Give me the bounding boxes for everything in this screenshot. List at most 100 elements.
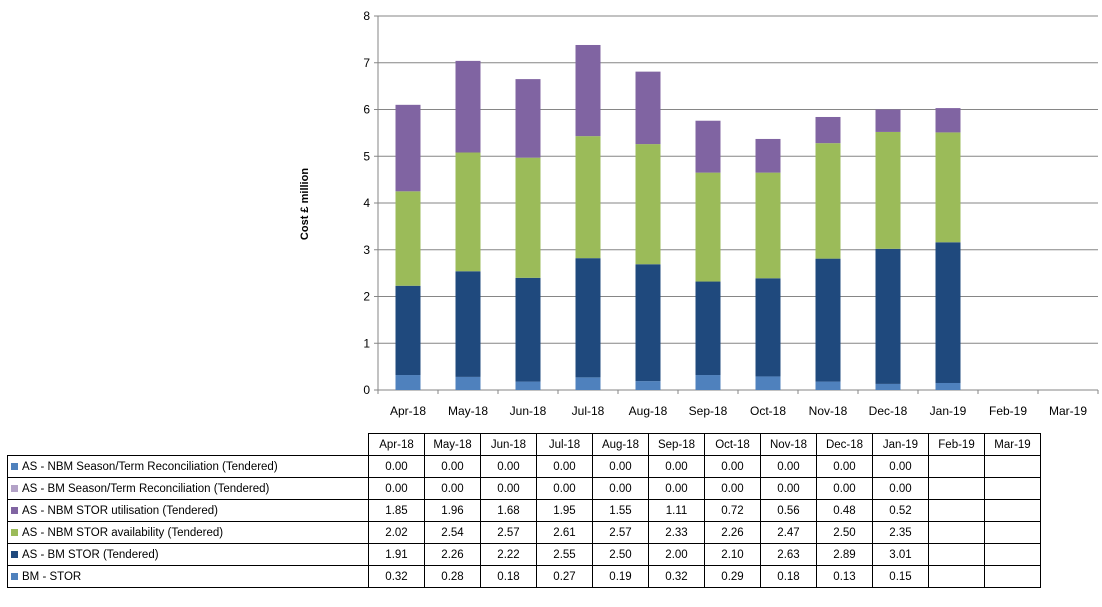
- table-cell: 2.26: [704, 521, 761, 544]
- bar-segment-as-bm-stor-tendered-jun-18: [515, 277, 541, 382]
- table-cell: 1.11: [648, 499, 705, 522]
- bar-segment-as-bm-stor-tendered-oct-18: [755, 278, 781, 377]
- table-column-header: Jan-19: [872, 433, 929, 456]
- table-cell: 0.56: [760, 499, 817, 522]
- table-cell: 0.52: [872, 499, 929, 522]
- x-tick-label: Aug-18: [629, 404, 668, 418]
- table-cell: 0.00: [872, 455, 929, 478]
- x-tick-label: Mar-19: [1049, 404, 1087, 418]
- table-cell: 0.00: [704, 455, 761, 478]
- table-cell: 0.00: [592, 455, 649, 478]
- table-cell: [928, 565, 985, 588]
- table-cell: 0.29: [704, 565, 761, 588]
- table-cell: 0.28: [424, 565, 481, 588]
- series-name: AS - BM Season/Term Reconciliation (Tend…: [22, 482, 270, 495]
- table-cell: [928, 521, 985, 544]
- data-table: Apr-18 May-18 Jun-18 Jul-18 Aug-18 Sep-18 Oct-…: [7, 433, 1041, 588]
- table-cell: 0.72: [704, 499, 761, 522]
- table-cell: [928, 543, 985, 566]
- bar-segment-bm-stor-jun-18: [515, 381, 541, 390]
- y-tick-label: 5: [363, 149, 370, 163]
- table-cell: 2.89: [816, 543, 873, 566]
- table-cell: 0.27: [536, 565, 593, 588]
- series-name: AS - NBM STOR utilisation (Tendered): [22, 504, 218, 517]
- x-tick-label: Jun-18: [510, 404, 547, 418]
- bar-segment-as-nbm-stor-availability-tendered-may-18: [455, 152, 481, 272]
- legend-swatch: [11, 528, 18, 536]
- y-tick-label: 2: [363, 290, 370, 304]
- x-tick-label: Oct-18: [750, 404, 786, 418]
- table-row: AS - NBM STOR utilisation (Tendered) 1.85…: [7, 499, 1041, 522]
- table-cell: 1.68: [480, 499, 537, 522]
- series-name: BM - STOR: [22, 570, 82, 583]
- bar-segment-as-bm-stor-tendered-jul-18: [575, 258, 601, 378]
- bar-segment-as-nbm-stor-availability-tendered-nov-18: [815, 143, 841, 259]
- table-cell: 0.32: [648, 565, 705, 588]
- table-cell: 0.00: [368, 455, 425, 478]
- table-cell: 2.35: [872, 521, 929, 544]
- y-tick-label: 8: [363, 9, 370, 23]
- legend-swatch: [11, 462, 18, 470]
- table-cell: 3.01: [872, 543, 929, 566]
- bar-segment-as-bm-stor-tendered-sep-18: [695, 281, 721, 376]
- bar-segment-as-nbm-stor-utilisation-tendered-jul-18: [575, 44, 601, 137]
- table-row-label: AS - NBM STOR availability (Tendered): [7, 521, 369, 544]
- bar-segment-as-bm-stor-tendered-may-18: [455, 271, 481, 377]
- bar-segment-as-bm-stor-tendered-dec-18: [875, 248, 901, 384]
- x-tick-label: May-18: [448, 404, 488, 418]
- table-cell: [928, 499, 985, 522]
- table-row: AS - NBM Season/Term Reconciliation (Ten…: [7, 455, 1041, 478]
- bar-segment-as-nbm-stor-availability-tendered-apr-18: [395, 191, 421, 286]
- y-tick-label: 7: [363, 56, 370, 70]
- bar-segment-bm-stor-oct-18: [755, 376, 781, 390]
- table-column-header: Sep-18: [648, 433, 705, 456]
- table-cell: 0.18: [480, 565, 537, 588]
- table-cell: 2.54: [424, 521, 481, 544]
- bar-segment-as-nbm-stor-utilisation-tendered-dec-18: [875, 109, 901, 132]
- bar-segment-bm-stor-sep-18: [695, 375, 721, 390]
- table-cell: [984, 521, 1041, 544]
- bar-segment-bm-stor-aug-18: [635, 381, 661, 390]
- stacked-bar-chart: 0 1 2 3 4 5 6 7 8 Apr-18 May-18 Jun-18 Jul-18 Aug-18 S…: [363, 9, 1099, 418]
- table-cell: 0.15: [872, 565, 929, 588]
- bar-segment-bm-stor-jan-19: [935, 382, 961, 390]
- table-cell: [984, 477, 1041, 500]
- table-cell: 2.57: [480, 521, 537, 544]
- bar-segment-as-nbm-stor-availability-tendered-aug-18: [635, 144, 661, 265]
- table-cell: 2.57: [592, 521, 649, 544]
- bar-segment-as-nbm-stor-utilisation-tendered-sep-18: [695, 120, 721, 173]
- table-column-header: Mar-19: [984, 433, 1041, 456]
- x-tick-label: Sep-18: [689, 404, 728, 418]
- bar-segment-as-nbm-stor-utilisation-tendered-jun-18: [515, 79, 541, 158]
- table-row: BM - STOR 0.32 0.28 0.18 0.27 0.19 0.32 0.29 0.1…: [7, 565, 1041, 588]
- bar-segment-bm-stor-nov-18: [815, 381, 841, 390]
- y-tick-label: 0: [363, 383, 370, 397]
- table-cell: 0.00: [480, 477, 537, 500]
- bar-segment-bm-stor-may-18: [455, 376, 481, 390]
- table-cell: [928, 455, 985, 478]
- x-tick-label: Jan-19: [930, 404, 967, 418]
- table-cell: 0.00: [816, 455, 873, 478]
- table-cell: 0.00: [480, 455, 537, 478]
- table-column-header: Apr-18: [368, 433, 425, 456]
- table-cell: 0.13: [816, 565, 873, 588]
- table-cell: 2.50: [816, 521, 873, 544]
- table-cell: 0.00: [704, 477, 761, 500]
- table-cell: 1.96: [424, 499, 481, 522]
- table-cell: 1.55: [592, 499, 649, 522]
- table-cell: 0.00: [760, 477, 817, 500]
- table-cell: 0.00: [592, 477, 649, 500]
- bar-segment-as-bm-stor-tendered-aug-18: [635, 264, 661, 382]
- bar-segment-as-nbm-stor-utilisation-tendered-nov-18: [815, 116, 841, 144]
- bar-segment-as-nbm-stor-availability-tendered-jan-19: [935, 132, 961, 243]
- table-column-header: May-18: [424, 433, 481, 456]
- table-cell: 0.19: [592, 565, 649, 588]
- bar-segment-as-nbm-stor-availability-tendered-jun-18: [515, 157, 541, 278]
- bar-segment-as-bm-stor-tendered-jan-19: [935, 242, 961, 383]
- legend-swatch: [11, 550, 18, 558]
- table-cell: 2.00: [648, 543, 705, 566]
- table-cell: 0.18: [760, 565, 817, 588]
- table-cell: 2.02: [368, 521, 425, 544]
- table-cell: 0.00: [424, 455, 481, 478]
- table-cell: 0.00: [648, 455, 705, 478]
